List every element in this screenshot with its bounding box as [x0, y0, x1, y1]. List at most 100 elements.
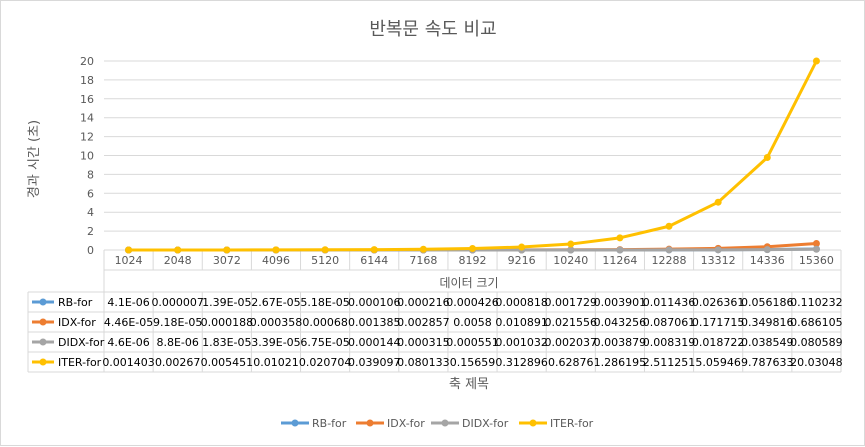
table-cell: 0.011436 [643, 296, 696, 309]
table-cell: 0.000358 [250, 316, 303, 329]
data-point [665, 246, 673, 254]
x-tick-label: 1024 [115, 254, 143, 267]
x-tick-label: 5120 [311, 254, 339, 267]
x-axis-label: 데이터 크기 [439, 276, 498, 290]
table-axis-title: 축 제목 [449, 377, 489, 392]
data-point [174, 246, 182, 254]
table-cell: 1.286195 [594, 356, 647, 369]
data-point [665, 222, 673, 230]
y-tick-label: 14 [80, 112, 94, 125]
data-point [370, 246, 378, 254]
table-cell: 0.026361 [692, 296, 745, 309]
legend-label: ITER-for [550, 417, 594, 430]
table-cell: 0.003901 [594, 296, 647, 309]
table-cell: 0.080589 [790, 336, 843, 349]
table-cell: 0.001032 [495, 336, 548, 349]
table-cell: 0.0058 [453, 316, 492, 329]
table-cell: 0.000007 [151, 296, 204, 309]
table-cell: 0.001729 [545, 296, 598, 309]
table-cell: 0.000315 [397, 336, 450, 349]
x-tick-label: 6144 [360, 254, 388, 267]
y-tick-label: 16 [80, 93, 94, 106]
data-point [272, 246, 280, 254]
table-cell: 1.83E-05 [202, 336, 251, 349]
table-cell: 6.75E-05 [300, 336, 349, 349]
table-cell: 0.021556 [545, 316, 598, 329]
table-cell: 0.000818 [495, 296, 548, 309]
x-tick-label: 2048 [164, 254, 192, 267]
table-cell: 0.008319 [643, 336, 696, 349]
table-cell: 0.010891 [495, 316, 548, 329]
table-cell: 0.003879 [594, 336, 647, 349]
legend-marker [441, 419, 449, 427]
legend: RB-for IDX-for DIDX-for ITER-for [281, 417, 594, 430]
data-point [567, 246, 575, 254]
gridlines [104, 60, 841, 251]
legend-label: DIDX-for [462, 417, 509, 430]
table-cell: 0.018722 [692, 336, 745, 349]
data-point [616, 246, 624, 254]
x-tick-label: 13312 [701, 254, 736, 267]
data-point [223, 246, 231, 254]
table-cell: 0.110232 [790, 296, 843, 309]
y-tick-label: 2 [87, 225, 94, 238]
legend-key-marker [39, 358, 47, 366]
table-cell: 0.020704 [299, 356, 352, 369]
data-point [714, 198, 722, 206]
data-point [419, 245, 427, 253]
data-point [763, 154, 771, 162]
y-tick-label: 20 [80, 55, 94, 68]
y-tick-label: 4 [87, 206, 94, 219]
x-tick-label: 4096 [262, 254, 290, 267]
x-tick-label: 9216 [508, 254, 536, 267]
data-point [125, 246, 133, 254]
table-cell: 8.8E-06 [156, 336, 198, 349]
table-cell: 4.46E-05 [104, 316, 153, 329]
x-tick-label: 7168 [409, 254, 437, 267]
legend-key-marker [39, 298, 47, 306]
table-cell: 4.6E-06 [107, 336, 149, 349]
table-cell: 9.787633 [741, 356, 794, 369]
x-tick-label: 14336 [750, 254, 785, 267]
table-cell: 0.62876 [548, 356, 594, 369]
table-cell: 20.03048 [790, 356, 843, 369]
data-point [567, 240, 575, 248]
chart-title: 반복문 속도 비교 [369, 19, 496, 40]
table-cell: 9.18E-05 [153, 316, 202, 329]
table-cell: 0.080133 [397, 356, 450, 369]
table-cell: 0.000426 [446, 296, 499, 309]
table-cell: 0.349816 [741, 316, 794, 329]
series-row-name: RB-for [58, 296, 93, 309]
x-tick-label: 15360 [799, 254, 834, 267]
table-cell: 5.05946 [695, 356, 741, 369]
legend-label: RB-for [312, 417, 347, 430]
data-point [812, 57, 820, 65]
table-cell: 0.000144 [348, 336, 401, 349]
y-tick-label: 0 [87, 244, 94, 257]
data-point [616, 234, 624, 242]
x-tick-label: 8192 [459, 254, 487, 267]
table-cell: 2.67E-05 [251, 296, 300, 309]
table-cell: 0.001385 [348, 316, 401, 329]
table-cell: 3.39E-05 [251, 336, 300, 349]
table-cell: 4.1E-06 [107, 296, 149, 309]
table-cell: 0.002037 [545, 336, 598, 349]
y-axis-label: 경과 시간 (초) [27, 120, 42, 198]
x-tick-label: 12288 [652, 254, 687, 267]
table-cell: 2.511251 [643, 356, 696, 369]
data-table: 1024 2048 3072 4096 5120 6144 7168 8192 9216 1024… [27, 250, 843, 373]
y-tick-labels: 0 2 4 6 8 10 12 14 16 18 20 [80, 55, 94, 257]
y-tick-label: 6 [87, 187, 94, 200]
data-point [812, 245, 820, 253]
table-cell: 0.15659 [450, 356, 496, 369]
x-tick-label: 10240 [553, 254, 588, 267]
table-cell: 0.000216 [397, 296, 450, 309]
legend-key-marker [39, 338, 47, 346]
legend-marker [366, 419, 374, 427]
table-cell: 0.171715 [692, 316, 745, 329]
table-cell: 0.01021 [253, 356, 299, 369]
table-cell: 0.087061 [643, 316, 696, 329]
table-cell: 0.005451 [201, 356, 254, 369]
table-cell: 0.043256 [594, 316, 647, 329]
table-cell: 0.00068 [302, 316, 348, 329]
